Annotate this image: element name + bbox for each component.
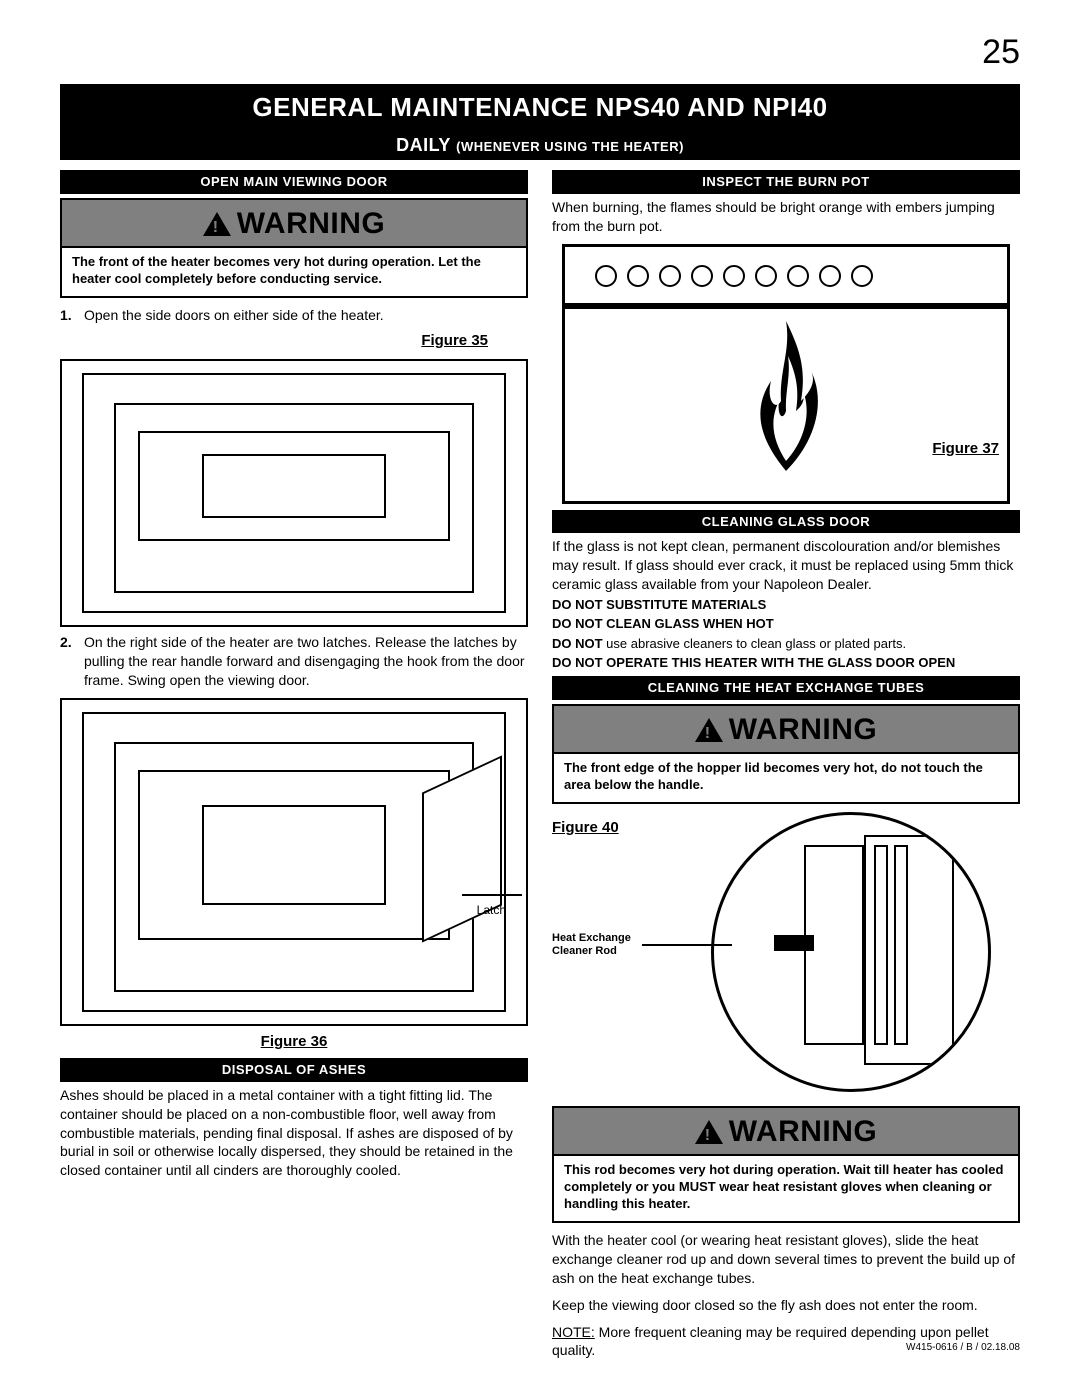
burn-intro: When burning, the flames should be brigh…	[552, 198, 1020, 236]
section-open-door: OPEN MAIN VIEWING DOOR	[60, 170, 528, 194]
section-clean-glass: CLEANING GLASS DOOR	[552, 510, 1020, 534]
subtitle-paren: (WHENEVER USING THE HEATER)	[456, 139, 684, 154]
two-column-layout: OPEN MAIN VIEWING DOOR WARNING The front…	[60, 166, 1020, 1364]
right-column: INSPECT THE BURN POT When burning, the f…	[552, 166, 1020, 1364]
figure-35	[60, 359, 528, 627]
warning-box-hopper: WARNING The front edge of the hopper lid…	[552, 704, 1020, 804]
warning-triangle-icon	[695, 1120, 723, 1144]
flame-icon	[731, 321, 841, 471]
glass-text-3b: use abrasive cleaners to clean glass or …	[603, 636, 907, 651]
warning-box-hot-front: WARNING The front of the heater becomes …	[60, 198, 528, 298]
page-title-bar: GENERAL MAINTENANCE NPS40 AND NPI40	[60, 84, 1020, 129]
subtitle-bar: DAILY (WHENEVER USING THE HEATER)	[60, 129, 1020, 160]
glass-bold-4: DO NOT OPERATE THIS HEATER WITH THE GLAS…	[552, 654, 1020, 672]
step-2-text: On the right side of the heater are two …	[84, 633, 528, 690]
warning-triangle-icon	[203, 212, 231, 236]
figure-37: Figure 37	[552, 244, 1020, 504]
note-label: NOTE:	[552, 1324, 595, 1340]
warning-body: This rod becomes very hot during operati…	[554, 1156, 1018, 1221]
footer-code: W415-0616 / B / 02.18.08	[906, 1341, 1020, 1355]
glass-bold-2: DO NOT CLEAN GLASS WHEN HOT	[552, 615, 1020, 633]
warning-triangle-icon	[695, 718, 723, 742]
left-column: OPEN MAIN VIEWING DOOR WARNING The front…	[60, 166, 528, 1364]
warning-body: The front edge of the hopper lid becomes…	[554, 754, 1018, 802]
tubes-body-1: With the heater cool (or wearing heat re…	[552, 1231, 1020, 1288]
step-2-number: 2.	[60, 633, 78, 690]
figure-37-label: Figure 37	[932, 439, 999, 459]
warning-word: WARNING	[729, 1112, 878, 1153]
glass-line-3: DO NOT use abrasive cleaners to clean gl…	[552, 635, 1020, 653]
tubes-body-2: Keep the viewing door closed so the fly …	[552, 1296, 1020, 1315]
figure-40-label: Figure 40	[552, 818, 619, 838]
section-disposal-ashes: DISPOSAL OF ASHES	[60, 1058, 528, 1082]
heat-exchange-label-1: Heat Exchange	[552, 932, 631, 944]
step-1-number: 1.	[60, 306, 78, 325]
glass-bold-3a: DO NOT	[552, 636, 603, 651]
warning-header: WARNING	[554, 1108, 1018, 1157]
glass-body: If the glass is not kept clean, permanen…	[552, 537, 1020, 594]
warning-box-rod: WARNING This rod becomes very hot during…	[552, 1106, 1020, 1223]
warning-header: WARNING	[62, 200, 526, 249]
latch-label: Latch	[477, 902, 506, 918]
section-clean-tubes: CLEANING THE HEAT EXCHANGE TUBES	[552, 676, 1020, 700]
figure-36-label: Figure 36	[60, 1032, 528, 1052]
warning-header: WARNING	[554, 706, 1018, 755]
glass-bold-1: DO NOT SUBSTITUTE MATERIALS	[552, 596, 1020, 614]
step-1: 1. Open the side doors on either side of…	[60, 306, 528, 325]
step-2: 2. On the right side of the heater are t…	[60, 633, 528, 690]
figure-40: Figure 40 Heat Exchange Cleaner Rod	[552, 812, 1020, 1102]
step-1-text: Open the side doors on either side of th…	[84, 306, 384, 325]
figure-36: Latch	[60, 698, 528, 1026]
heat-exchange-label-2: Cleaner Rod	[552, 945, 617, 957]
section-inspect-burnpot: INSPECT THE BURN POT	[552, 170, 1020, 194]
subtitle-main: DAILY	[396, 135, 451, 155]
ashes-body: Ashes should be placed in a metal contai…	[60, 1086, 528, 1180]
warning-body: The front of the heater becomes very hot…	[62, 248, 526, 296]
warning-word: WARNING	[237, 204, 386, 245]
figure-35-label: Figure 35	[60, 331, 488, 351]
warning-word: WARNING	[729, 710, 878, 751]
note-line: NOTE: More frequent cleaning may be requ…	[552, 1323, 1020, 1361]
page-number: 25	[60, 30, 1020, 76]
